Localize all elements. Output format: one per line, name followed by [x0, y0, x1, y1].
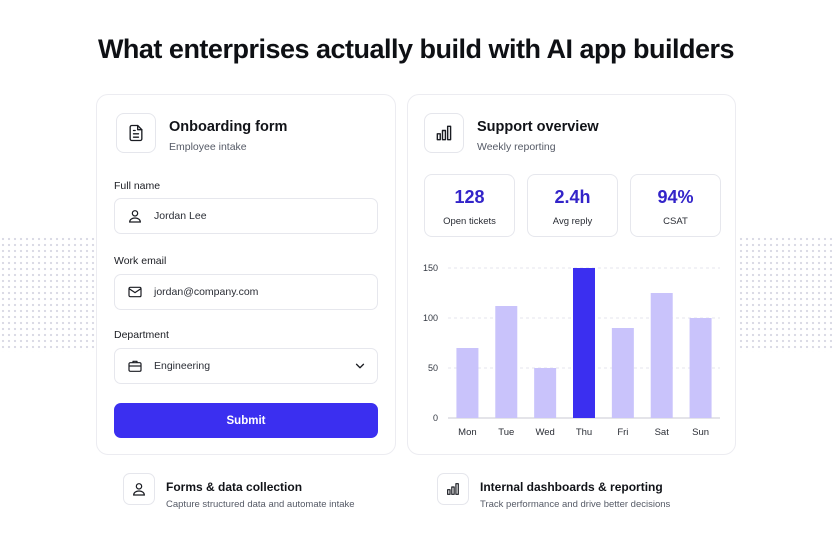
bar-sat	[650, 293, 673, 418]
stat-label: Open tickets	[443, 216, 496, 227]
dot-pattern-left	[0, 236, 96, 352]
weekly-bar-chart: 0 50 100 150 Mon Tue Wed Thu Fri Sat Sun	[423, 263, 720, 438]
bar-tue	[495, 306, 518, 418]
stat-value: 94%	[657, 187, 694, 207]
y-tick-label: 100	[423, 313, 438, 323]
stat-label: CSAT	[663, 216, 688, 227]
stat-label: Avg reply	[552, 216, 593, 227]
dot-pattern-right	[738, 236, 832, 352]
x-tick-label: Thu	[576, 427, 592, 438]
stat-avg-reply: 2.4h Avg reply	[527, 174, 618, 237]
bar-chart-icon	[424, 113, 464, 153]
work-email-label: Work email	[114, 255, 167, 267]
feature-dashboards-title: Internal dashboards & reporting	[480, 480, 663, 494]
x-tick-label: Sat	[655, 427, 670, 438]
full-name-field[interactable]: Jordan Lee	[114, 198, 378, 234]
document-icon	[116, 113, 156, 153]
x-tick-label: Mon	[458, 427, 476, 438]
bar-sun	[689, 318, 712, 418]
y-tick-label: 0	[433, 413, 438, 423]
x-tick-label: Wed	[535, 427, 554, 438]
work-email-value: jordan@company.com	[154, 286, 259, 298]
feature-forms-description: Capture structured data and automate int…	[166, 499, 355, 510]
stat-value: 2.4h	[554, 187, 591, 207]
mail-icon	[125, 282, 145, 302]
support-overview-card: Support overview Weekly reporting 128 Op…	[407, 94, 736, 455]
stat-value: 128	[454, 187, 485, 207]
bar-mon	[456, 348, 479, 418]
bar-wed	[534, 368, 557, 418]
onboarding-form-card: Onboarding form Employee intake Full nam…	[96, 94, 396, 455]
x-tick-label: Sun	[692, 427, 709, 438]
form-card-subtitle: Employee intake	[169, 141, 247, 153]
user-icon	[125, 206, 145, 226]
department-label: Department	[114, 329, 169, 341]
bar-chart-icon	[437, 473, 469, 505]
chevron-down-icon[interactable]	[353, 359, 367, 378]
feature-dashboards-description: Track performance and drive better decis…	[480, 499, 671, 510]
full-name-value: Jordan Lee	[154, 210, 207, 222]
department-value: Engineering	[154, 360, 211, 372]
page-headline: What enterprises actually build with AI …	[97, 34, 735, 64]
form-card-title: Onboarding form	[169, 119, 288, 135]
y-tick-label: 50	[428, 363, 438, 373]
briefcase-icon	[125, 356, 145, 376]
feature-forms-title: Forms & data collection	[166, 480, 303, 494]
support-card-title: Support overview	[477, 119, 599, 135]
work-email-field[interactable]: jordan@company.com	[114, 274, 378, 310]
y-tick-label: 150	[423, 263, 438, 273]
user-icon	[123, 473, 155, 505]
support-card-subtitle: Weekly reporting	[477, 141, 556, 153]
stat-open-tickets: 128 Open tickets	[424, 174, 515, 237]
x-tick-label: Fri	[617, 427, 628, 438]
full-name-label: Full name	[114, 180, 161, 192]
submit-button[interactable]: Submit	[114, 403, 378, 438]
department-select[interactable]: Engineering	[114, 348, 378, 384]
bar-thu	[573, 268, 595, 418]
stat-csat: 94% CSAT	[630, 174, 721, 237]
bar-fri	[611, 328, 634, 418]
x-tick-label: Tue	[498, 427, 514, 438]
